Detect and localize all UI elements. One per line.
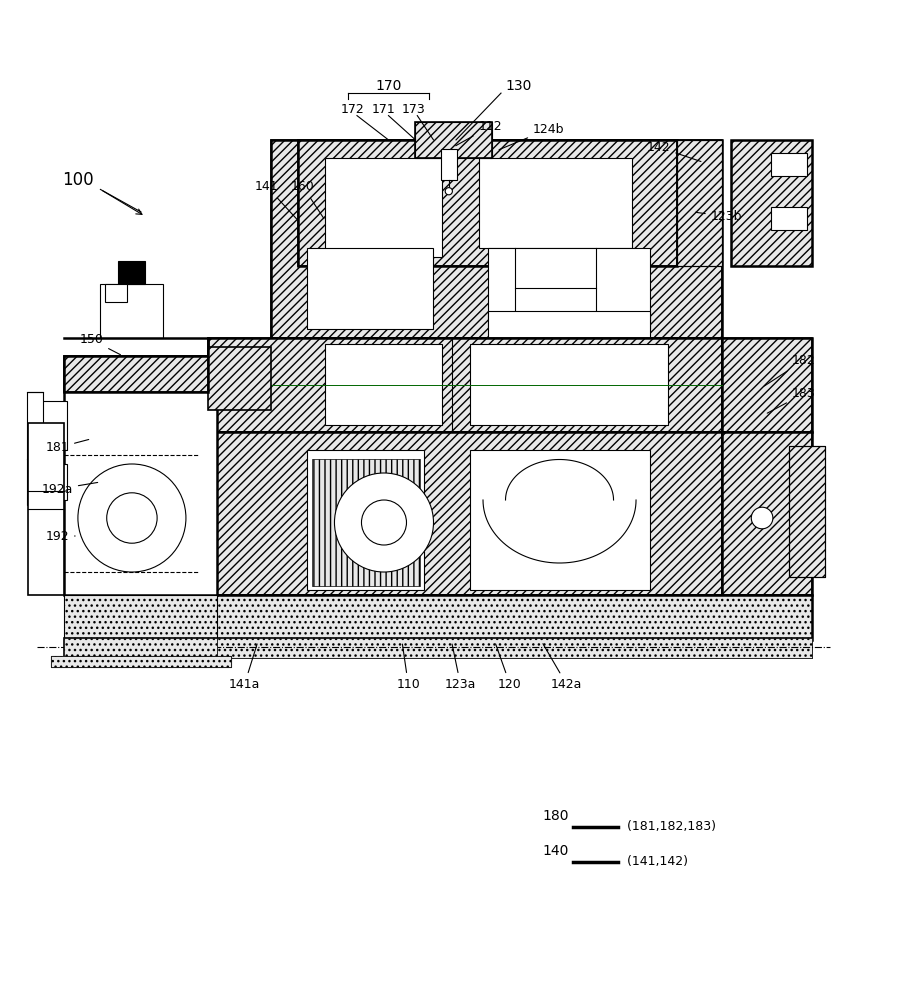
Bar [208, 432, 721, 595]
Bar [26, 392, 42, 459]
Bar [208, 638, 811, 658]
Text: 112: 112 [456, 120, 502, 146]
Text: 141: 141 [255, 180, 296, 219]
Bar [415, 122, 492, 158]
Text: 123a: 123a [445, 644, 475, 691]
Bar [721, 338, 811, 432]
Text: 110: 110 [396, 644, 419, 691]
Bar [325, 344, 442, 425]
Bar [100, 284, 163, 338]
Bar [487, 311, 649, 347]
Bar [208, 595, 811, 640]
Text: 130: 130 [505, 79, 531, 93]
Circle shape [78, 464, 186, 572]
Bar [208, 638, 811, 658]
Bar [770, 207, 806, 230]
Bar [721, 432, 811, 595]
Text: 120: 120 [495, 644, 521, 691]
Text: 183: 183 [767, 387, 815, 413]
Bar [32, 464, 67, 500]
Bar [208, 595, 811, 640]
Bar [469, 450, 649, 590]
Bar [299, 140, 676, 266]
Circle shape [445, 188, 452, 195]
Bar [208, 432, 721, 595]
Bar [721, 432, 811, 595]
Bar [64, 638, 217, 658]
Bar [440, 149, 456, 180]
Bar [676, 140, 721, 266]
Bar [788, 446, 824, 577]
Text: (181,182,183): (181,182,183) [621, 820, 714, 833]
Bar [272, 140, 721, 338]
Text: 173: 173 [401, 103, 425, 116]
Bar [51, 656, 231, 667]
Text: 142a: 142a [542, 644, 582, 691]
Bar [64, 595, 217, 640]
Text: (141,142): (141,142) [621, 855, 686, 868]
Bar [788, 446, 824, 577]
Bar [307, 450, 424, 590]
Text: 140: 140 [541, 844, 568, 858]
Bar [770, 153, 806, 176]
Bar [64, 356, 217, 392]
Text: 160: 160 [290, 180, 324, 219]
Bar [307, 248, 433, 329]
Bar [415, 122, 492, 158]
Bar [721, 338, 811, 432]
Text: 172: 172 [340, 103, 364, 116]
Bar [64, 638, 217, 658]
Text: 123b: 123b [695, 210, 741, 223]
Bar [118, 261, 145, 284]
Bar [64, 356, 217, 392]
Text: 170: 170 [375, 79, 401, 93]
Text: 141a: 141a [228, 644, 260, 691]
Text: 192a: 192a [41, 482, 97, 496]
Bar [208, 338, 721, 432]
Bar [478, 158, 630, 248]
Text: 100: 100 [62, 171, 94, 189]
Bar [272, 140, 721, 338]
Text: 150: 150 [79, 333, 120, 355]
Text: 180: 180 [541, 809, 568, 823]
Text: 182: 182 [764, 354, 815, 386]
Bar [676, 140, 721, 266]
Bar [28, 423, 64, 595]
Bar [64, 356, 217, 595]
Bar [325, 158, 442, 257]
Bar [105, 284, 127, 302]
Bar [208, 347, 272, 410]
Text: 171: 171 [372, 103, 395, 116]
Circle shape [750, 507, 772, 529]
Circle shape [334, 473, 433, 572]
Bar [32, 401, 67, 450]
Bar [730, 140, 811, 266]
Bar [51, 656, 231, 667]
Circle shape [361, 500, 406, 545]
Text: 181: 181 [45, 439, 88, 454]
Bar [311, 459, 419, 586]
Bar [26, 459, 42, 505]
Circle shape [106, 493, 157, 543]
Bar [487, 248, 649, 329]
Text: 124b: 124b [499, 123, 564, 150]
Bar [469, 344, 667, 425]
Text: 142: 142 [646, 141, 700, 162]
Text: 192: 192 [45, 530, 75, 543]
Bar [730, 140, 811, 266]
Bar [299, 140, 676, 266]
Bar [208, 338, 721, 432]
